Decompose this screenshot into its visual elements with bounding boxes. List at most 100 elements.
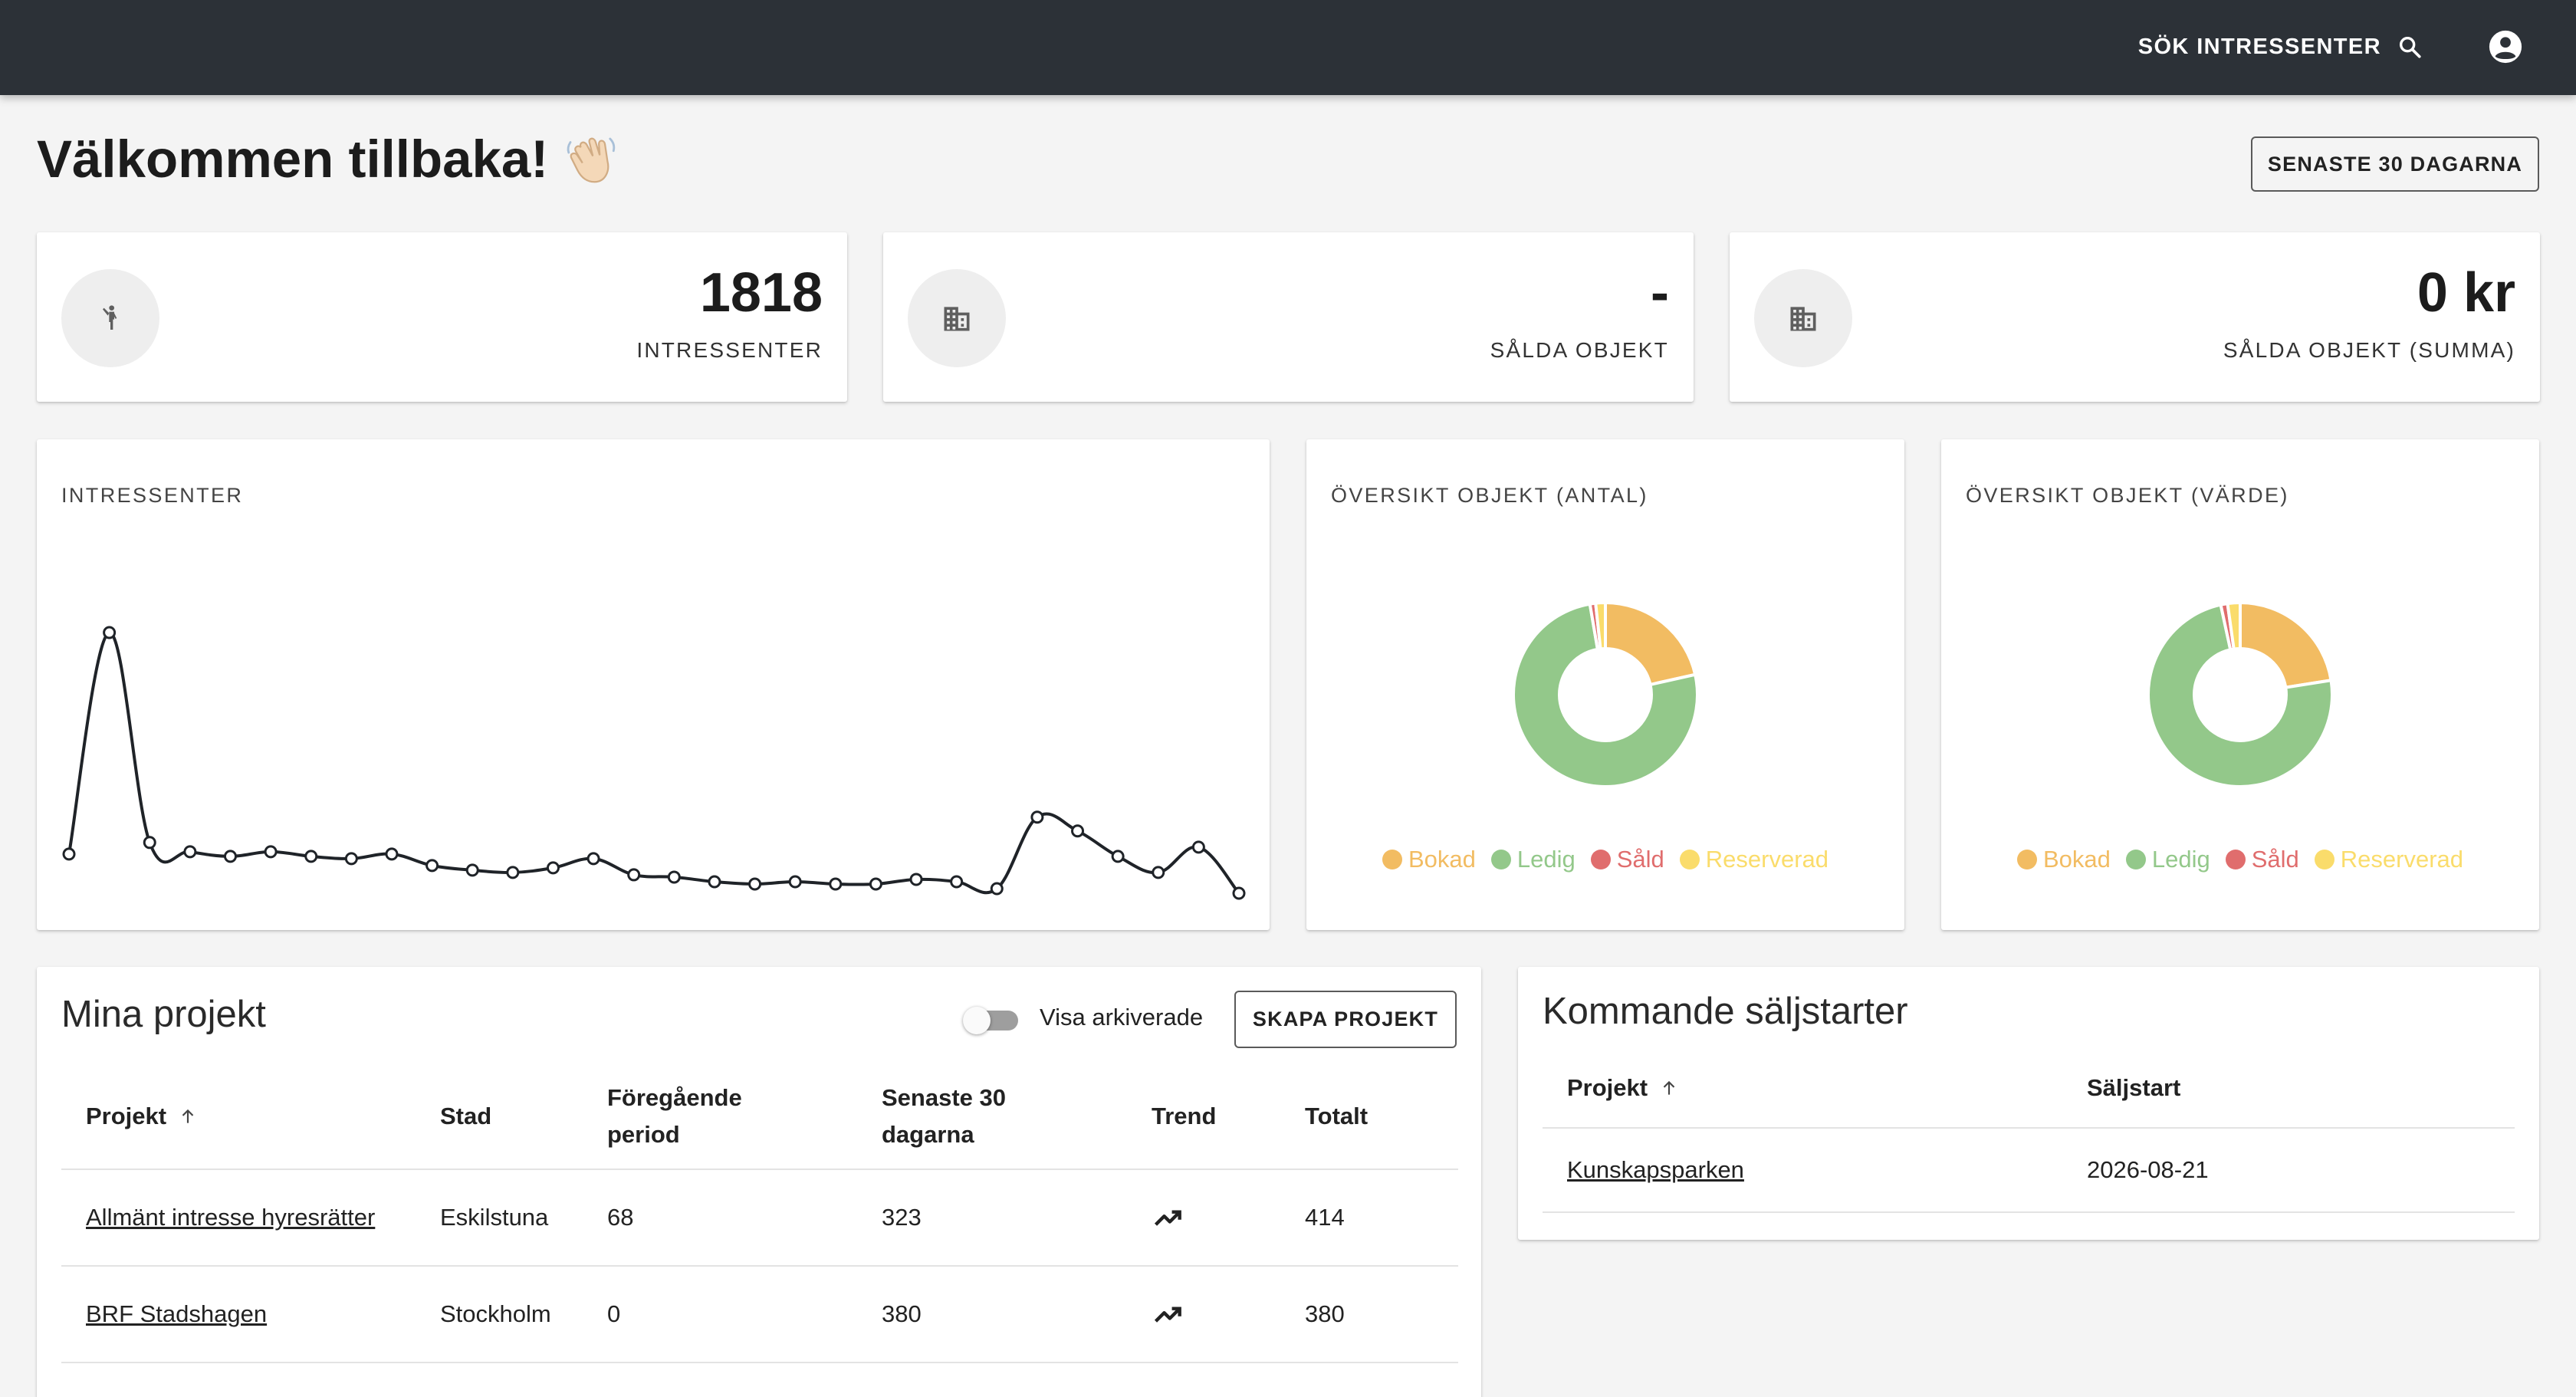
project-link[interactable]: Kunskapsparken — [1567, 1156, 1744, 1183]
data-point[interactable] — [1030, 810, 1044, 824]
legend-label: Såld — [1616, 846, 1664, 873]
objects-value-card: ÖVERSIKT OBJEKT (VÄRDE) Bokad Ledig Såld… — [1941, 439, 2539, 930]
sales-starts-title: Kommande säljstarter — [1543, 991, 1908, 1032]
person-waving-icon — [103, 305, 117, 330]
legend-item-reserverad[interactable]: Reserverad — [2314, 846, 2464, 873]
slice-bokad[interactable] — [2239, 600, 2333, 689]
slice-ledig[interactable] — [2147, 603, 2334, 788]
search-stakeholders-button[interactable]: SÖK INTRESSENTER — [2138, 31, 2423, 63]
data-point[interactable] — [869, 877, 882, 891]
column-header-last30[interactable]: Senaste 30 dagarna — [882, 1083, 1006, 1148]
account-circle-icon[interactable] — [2488, 29, 2523, 64]
project-link[interactable]: Allmänt intresse hyresrätter — [86, 1204, 376, 1231]
legend-item-ledig[interactable]: Ledig — [1490, 846, 1576, 873]
legend-item-bokad[interactable]: Bokad — [1382, 846, 1476, 873]
column-header-city[interactable]: Stad — [440, 1102, 492, 1129]
upcoming-sales-starts-card: Kommande säljstarter Projekt Säljstart K… — [1518, 967, 2539, 1240]
legend-item-bokad[interactable]: Bokad — [2016, 846, 2111, 873]
projects-title: Mina projekt — [61, 994, 266, 1035]
data-point[interactable] — [1232, 886, 1246, 900]
stat-value: 0 kr — [2417, 262, 2515, 324]
stat-icon-circle — [1754, 269, 1852, 367]
slice-ledig[interactable] — [1512, 602, 1699, 788]
column-header-sales-start[interactable]: Säljstart — [2087, 1073, 2181, 1101]
toggle-knob — [963, 1007, 991, 1034]
data-point[interactable] — [748, 877, 762, 891]
data-point[interactable] — [1111, 850, 1125, 863]
my-projects-card: Mina projekt Visa arkiverade SKAPA PROJE… — [37, 967, 1481, 1397]
data-point[interactable] — [1191, 840, 1205, 854]
search-stakeholders-label: SÖK INTRESSENTER — [2137, 34, 2381, 59]
data-point[interactable] — [788, 875, 802, 889]
trending-up-icon — [1154, 1307, 1181, 1323]
top-app-bar: SÖK INTRESSENTER — [0, 0, 2576, 95]
sales-start-cell: 2026-08-21 — [2087, 1156, 2209, 1183]
total-cell: 414 — [1305, 1204, 1345, 1231]
legend-item-sald[interactable]: Såld — [2225, 846, 2299, 873]
date-range-button[interactable]: SENASTE 30 DAGARNA — [2251, 136, 2539, 192]
data-point[interactable] — [143, 836, 156, 850]
show-archived-toggle[interactable] — [963, 1007, 1020, 1034]
trending-up-icon — [1154, 1210, 1181, 1226]
column-header-previous[interactable]: Föregående period — [607, 1083, 742, 1148]
legend-dot — [2125, 850, 2146, 869]
page-title: Välkommen tillbaka! — [37, 129, 619, 189]
data-point[interactable] — [546, 861, 560, 875]
column-header-project[interactable]: Projekt — [1543, 1048, 2087, 1128]
data-point[interactable] — [667, 870, 681, 884]
column-header-trend[interactable]: Trend — [1152, 1102, 1217, 1129]
table-header-row: Projekt Säljstart — [1543, 1048, 2515, 1128]
column-header-total[interactable]: Totalt — [1305, 1102, 1368, 1129]
slice-reserverad[interactable] — [2226, 600, 2242, 651]
legend-item-reserverad[interactable]: Reserverad — [1679, 846, 1829, 873]
project-link[interactable]: BRF Stadshagen — [86, 1300, 268, 1327]
data-point[interactable] — [465, 863, 479, 877]
slice-bokad[interactable] — [1604, 600, 1697, 687]
legend-label: Ledig — [2151, 846, 2210, 873]
data-point[interactable] — [586, 852, 600, 866]
data-point[interactable] — [1071, 824, 1085, 838]
legend-label: Reserverad — [2340, 846, 2464, 873]
table-row[interactable]: Kunskapsparken 2026-08-21 — [1543, 1128, 2515, 1212]
previous-cell: 68 — [607, 1204, 634, 1231]
legend-label: Bokad — [2042, 846, 2111, 873]
data-point[interactable] — [344, 852, 358, 866]
stakeholders-chart-card: INTRESSENTER — [37, 439, 1270, 930]
column-label: Projekt — [86, 1102, 167, 1129]
data-point[interactable] — [627, 868, 641, 882]
data-point[interactable] — [385, 847, 399, 861]
data-point[interactable] — [304, 850, 318, 863]
chart-title: ÖVERSIKT OBJEKT (ANTAL) — [1331, 484, 1648, 507]
series-line — [67, 631, 1240, 895]
table-row[interactable]: Allmänt intresse hyresrätter Eskilstuna … — [61, 1169, 1458, 1266]
data-point[interactable] — [103, 626, 117, 639]
data-point[interactable] — [223, 850, 237, 863]
data-point[interactable] — [62, 847, 76, 861]
chart-title: ÖVERSIKT OBJEKT (VÄRDE) — [1966, 484, 2289, 507]
data-point[interactable] — [183, 845, 197, 859]
data-point[interactable] — [426, 859, 439, 873]
legend-item-ledig[interactable]: Ledig — [2125, 846, 2210, 873]
show-archived-label: Visa arkiverade — [1040, 1004, 1204, 1030]
stat-icon-circle — [908, 269, 1006, 367]
legend-dot — [2314, 850, 2334, 869]
legend-label: Reserverad — [1705, 846, 1829, 873]
data-point[interactable] — [264, 845, 278, 859]
slice-reserverad[interactable] — [1594, 600, 1607, 651]
stakeholders-line-chart — [62, 626, 1246, 900]
building-icon — [944, 307, 970, 331]
legend-item-sald[interactable]: Såld — [1590, 846, 1664, 873]
data-point[interactable] — [990, 882, 1004, 896]
create-project-button[interactable]: SKAPA PROJEKT — [1234, 991, 1457, 1048]
data-point[interactable] — [1152, 866, 1165, 879]
data-point[interactable] — [909, 873, 923, 886]
legend-dot — [2225, 850, 2246, 869]
table-row[interactable]: BRF Stadshagen Stockholm 0 380 380 — [61, 1266, 1458, 1362]
column-header-project[interactable]: Projekt — [61, 1063, 440, 1169]
stat-value: 1818 — [699, 262, 823, 324]
projects-table: Projekt Stad Föregående period Senaste 3… — [61, 1063, 1458, 1363]
data-point[interactable] — [708, 875, 721, 889]
data-point[interactable] — [829, 877, 843, 891]
data-point[interactable] — [950, 875, 964, 889]
data-point[interactable] — [506, 866, 520, 879]
